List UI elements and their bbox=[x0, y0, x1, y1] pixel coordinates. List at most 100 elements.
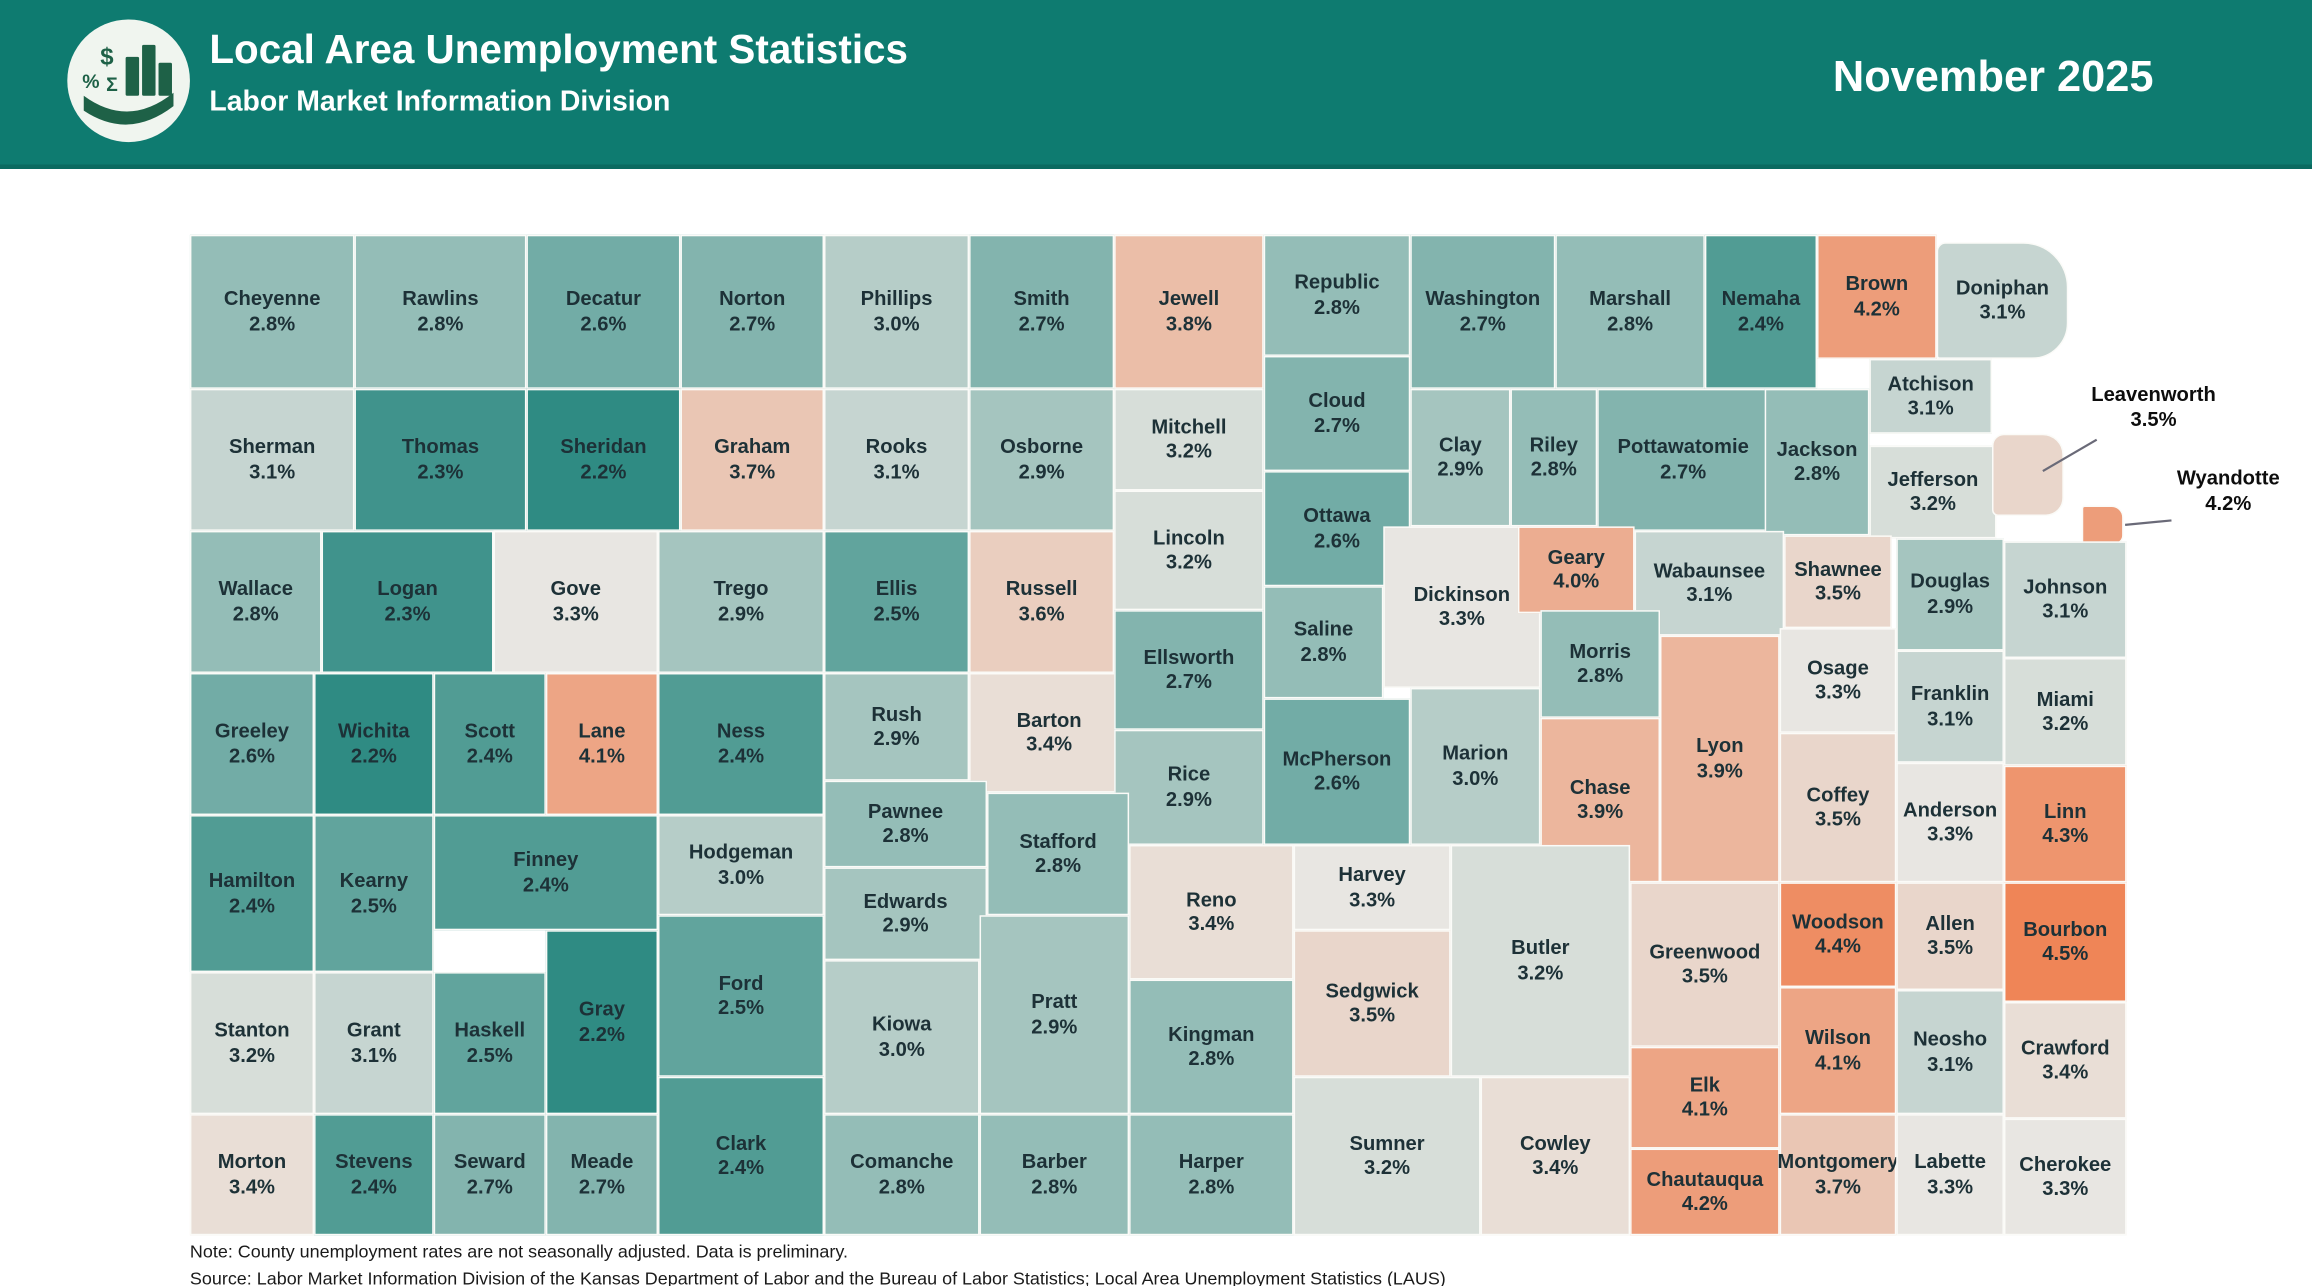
county-mitchell[interactable]: Mitchell 3.2% bbox=[1114, 388, 1264, 491]
county-anderson[interactable]: Anderson 3.3% bbox=[1896, 762, 2004, 883]
county-stevens[interactable]: Stevens 2.4% bbox=[314, 1114, 434, 1236]
county-barton[interactable]: Barton 3.4% bbox=[969, 672, 1130, 793]
county-stanton[interactable]: Stanton 3.2% bbox=[189, 972, 315, 1115]
county-atchison[interactable]: Atchison 3.1% bbox=[1869, 358, 1993, 434]
county-stafford[interactable]: Stafford 2.8% bbox=[987, 792, 1130, 916]
county-greenwood[interactable]: Greenwood 3.5% bbox=[1630, 882, 1780, 1047]
county-nemaha[interactable]: Nemaha 2.4% bbox=[1704, 234, 1818, 389]
county-harvey[interactable]: Harvey 3.3% bbox=[1293, 844, 1451, 931]
county-kingman[interactable]: Kingman 2.8% bbox=[1129, 979, 1294, 1115]
county-riley[interactable]: Riley 2.8% bbox=[1510, 388, 1598, 527]
county-brown[interactable]: Brown 4.2% bbox=[1817, 234, 1937, 359]
county-douglas[interactable]: Douglas 2.9% bbox=[1896, 538, 2004, 651]
county-harper[interactable]: Harper 2.8% bbox=[1129, 1114, 1294, 1236]
county-lyon[interactable]: Lyon 3.9% bbox=[1660, 635, 1780, 883]
county-scott[interactable]: Scott 2.4% bbox=[433, 672, 546, 816]
county-cloud[interactable]: Cloud 2.7% bbox=[1263, 355, 1411, 472]
county-elk[interactable]: Elk 4.1% bbox=[1630, 1046, 1780, 1149]
county-kearny[interactable]: Kearny 2.5% bbox=[314, 815, 434, 973]
county-ness[interactable]: Ness 2.4% bbox=[658, 672, 825, 816]
county-pawnee[interactable]: Pawnee 2.8% bbox=[824, 780, 988, 868]
county-meade[interactable]: Meade 2.7% bbox=[545, 1114, 659, 1236]
county-ellis[interactable]: Ellis 2.5% bbox=[824, 530, 970, 673]
county-leavenworth[interactable] bbox=[1992, 433, 2064, 516]
county-johnson[interactable]: Johnson 3.1% bbox=[2003, 541, 2127, 659]
county-kiowa[interactable]: Kiowa 3.0% bbox=[824, 960, 980, 1115]
county-morris[interactable]: Morris 2.8% bbox=[1540, 610, 1661, 718]
county-rice[interactable]: Rice 2.9% bbox=[1114, 729, 1264, 845]
county-wilson[interactable]: Wilson 4.1% bbox=[1779, 987, 1897, 1115]
county-marshall[interactable]: Marshall 2.8% bbox=[1555, 234, 1705, 389]
county-crawford[interactable]: Crawford 3.4% bbox=[2003, 1001, 2127, 1119]
county-norton[interactable]: Norton 2.7% bbox=[680, 234, 825, 389]
county-morton[interactable]: Morton 3.4% bbox=[189, 1114, 315, 1236]
county-montgomery[interactable]: Montgomery 3.7% bbox=[1777, 1114, 1899, 1236]
county-finney[interactable]: Finney 2.4% bbox=[433, 815, 659, 931]
county-clark[interactable]: Clark 2.4% bbox=[658, 1076, 825, 1236]
county-thomas[interactable]: Thomas 2.3% bbox=[354, 388, 527, 531]
county-linn[interactable]: Linn 4.3% bbox=[2003, 765, 2127, 883]
county-pratt[interactable]: Pratt 2.9% bbox=[979, 915, 1130, 1115]
county-jackson[interactable]: Jackson 2.8% bbox=[1764, 388, 1870, 536]
county-saline[interactable]: Saline 2.8% bbox=[1263, 586, 1384, 699]
county-clay[interactable]: Clay 2.9% bbox=[1410, 388, 1511, 527]
county-neosho[interactable]: Neosho 3.1% bbox=[1896, 990, 2004, 1115]
county-ellsworth[interactable]: Ellsworth 2.7% bbox=[1114, 610, 1264, 730]
county-hamilton[interactable]: Hamilton 2.4% bbox=[189, 815, 315, 973]
county-osage[interactable]: Osage 3.3% bbox=[1779, 628, 1897, 733]
county-decatur[interactable]: Decatur 2.6% bbox=[526, 234, 681, 389]
county-phillips[interactable]: Phillips 3.0% bbox=[824, 234, 970, 389]
county-lincoln[interactable]: Lincoln 3.2% bbox=[1114, 490, 1264, 611]
county-rooks[interactable]: Rooks 3.1% bbox=[824, 388, 970, 531]
county-russell[interactable]: Russell 3.6% bbox=[969, 530, 1115, 673]
county-sumner[interactable]: Sumner 3.2% bbox=[1293, 1076, 1481, 1236]
county-edwards[interactable]: Edwards 2.9% bbox=[824, 867, 988, 961]
county-cowley[interactable]: Cowley 3.4% bbox=[1480, 1076, 1631, 1236]
county-ford[interactable]: Ford 2.5% bbox=[658, 915, 825, 1077]
county-franklin[interactable]: Franklin 3.1% bbox=[1896, 650, 2004, 763]
county-allen[interactable]: Allen 3.5% bbox=[1896, 882, 2004, 991]
county-seward[interactable]: Seward 2.7% bbox=[433, 1114, 546, 1236]
county-osborne[interactable]: Osborne 2.9% bbox=[969, 388, 1115, 531]
county-washington[interactable]: Washington 2.7% bbox=[1410, 234, 1556, 389]
county-woodson[interactable]: Woodson 4.4% bbox=[1779, 882, 1897, 988]
county-gray[interactable]: Gray 2.2% bbox=[545, 930, 659, 1115]
county-geary[interactable]: Geary 4.0% bbox=[1517, 526, 1635, 614]
county-republic[interactable]: Republic 2.8% bbox=[1263, 234, 1411, 356]
county-grant[interactable]: Grant 3.1% bbox=[314, 972, 434, 1115]
county-gove[interactable]: Gove 3.3% bbox=[493, 530, 659, 673]
county-graham[interactable]: Graham 3.7% bbox=[680, 388, 825, 531]
county-mcpherson[interactable]: McPherson 2.6% bbox=[1263, 698, 1411, 845]
county-cheyenne[interactable]: Cheyenne 2.8% bbox=[189, 234, 355, 389]
county-bourbon[interactable]: Bourbon 4.5% bbox=[2003, 882, 2127, 1002]
county-sherman[interactable]: Sherman 3.1% bbox=[189, 388, 355, 531]
county-chautauqua[interactable]: Chautauqua 4.2% bbox=[1630, 1148, 1780, 1236]
county-rawlins[interactable]: Rawlins 2.8% bbox=[354, 234, 527, 389]
county-sheridan[interactable]: Sheridan 2.2% bbox=[526, 388, 681, 531]
county-pottawatomie[interactable]: Pottawatomie 2.7% bbox=[1597, 388, 1770, 531]
county-rush[interactable]: Rush 2.9% bbox=[824, 672, 970, 781]
county-dickinson[interactable]: Dickinson 3.3% bbox=[1383, 526, 1541, 688]
county-wichita[interactable]: Wichita 2.2% bbox=[314, 672, 434, 816]
county-hodgeman[interactable]: Hodgeman 3.0% bbox=[658, 815, 825, 916]
county-marion[interactable]: Marion 3.0% bbox=[1410, 687, 1541, 845]
county-shawnee[interactable]: Shawnee 3.5% bbox=[1784, 535, 1892, 629]
county-butler[interactable]: Butler 3.2% bbox=[1450, 844, 1631, 1077]
county-doniphan[interactable]: Doniphan 3.1% bbox=[1936, 242, 2069, 359]
county-cherokee[interactable]: Cherokee 3.3% bbox=[2003, 1118, 2127, 1236]
county-logan[interactable]: Logan 2.3% bbox=[321, 530, 494, 673]
county-haskell[interactable]: Haskell 2.5% bbox=[433, 972, 546, 1115]
county-wallace[interactable]: Wallace 2.8% bbox=[189, 530, 322, 673]
county-coffey[interactable]: Coffey 3.5% bbox=[1779, 732, 1897, 883]
county-comanche[interactable]: Comanche 2.8% bbox=[824, 1114, 980, 1236]
county-barber[interactable]: Barber 2.8% bbox=[979, 1114, 1130, 1236]
county-trego[interactable]: Trego 2.9% bbox=[658, 530, 825, 673]
county-wyandotte[interactable] bbox=[2081, 505, 2124, 545]
county-jewell[interactable]: Jewell 3.8% bbox=[1114, 234, 1264, 389]
county-sedgwick[interactable]: Sedgwick 3.5% bbox=[1293, 930, 1451, 1077]
county-greeley[interactable]: Greeley 2.6% bbox=[189, 672, 315, 816]
county-wabaunsee[interactable]: Wabaunsee 3.1% bbox=[1634, 530, 1785, 636]
county-miami[interactable]: Miami 3.2% bbox=[2003, 658, 2127, 766]
county-labette[interactable]: Labette 3.3% bbox=[1896, 1114, 2004, 1236]
county-reno[interactable]: Reno 3.4% bbox=[1129, 844, 1294, 980]
